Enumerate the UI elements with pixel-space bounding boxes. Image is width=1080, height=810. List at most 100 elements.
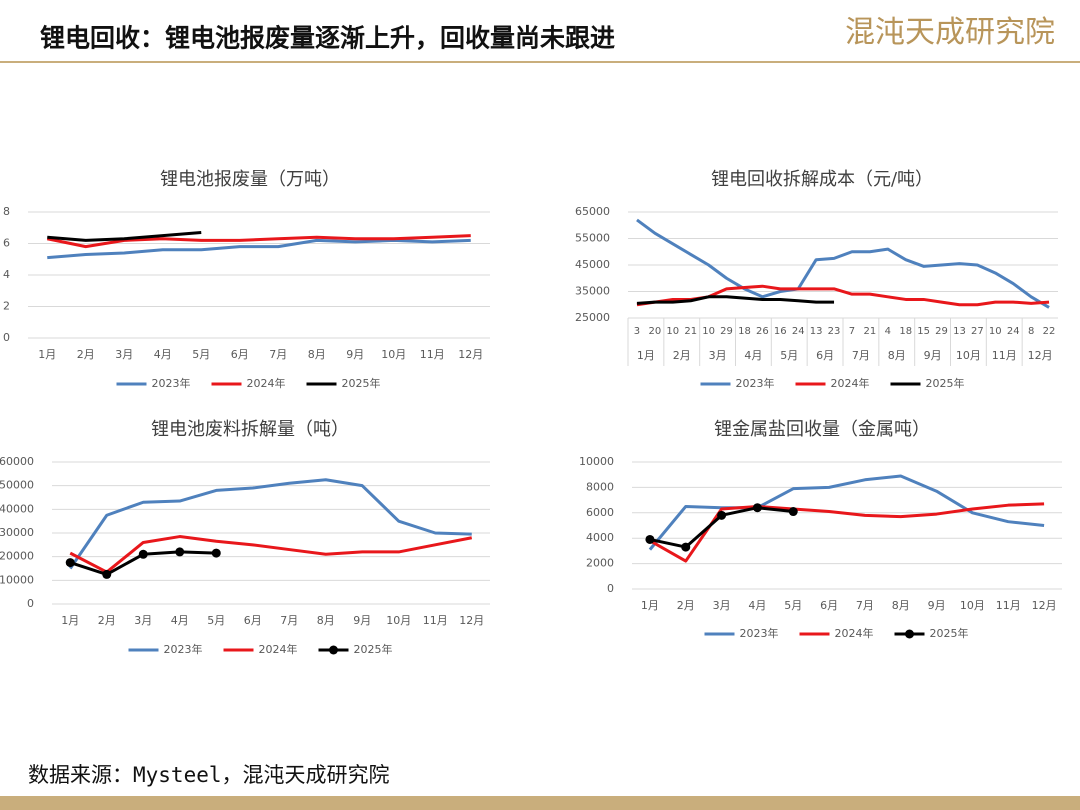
y-tick-label: 4000 <box>586 531 614 544</box>
x-tick-label: 9月 <box>353 614 371 627</box>
x-group-label: 7月 <box>852 349 870 362</box>
x-tick-label: 29 <box>935 326 948 337</box>
y-tick-label: 0 <box>607 582 614 595</box>
x-tick-label: 21 <box>864 326 877 337</box>
chart-title: 锂电池废料拆解量（吨） <box>151 419 349 440</box>
chart-title: 锂金属盐回收量（金属吨） <box>714 419 930 440</box>
x-tick-label: 4月 <box>154 348 172 361</box>
x-tick-label: 26 <box>756 326 769 337</box>
x-tick-label: 21 <box>684 326 697 337</box>
legend-label: 2024年 <box>259 642 298 656</box>
x-tick-label: 12月 <box>458 348 483 361</box>
x-group-label: 11月 <box>992 349 1017 362</box>
x-tick-label: 8月 <box>892 599 910 612</box>
point <box>65 558 75 568</box>
y-tick-label: 60000 <box>0 455 34 468</box>
x-tick-label: 13 <box>953 326 966 337</box>
x-tick-label: 9月 <box>346 348 364 361</box>
x-tick-label: 2月 <box>677 599 695 612</box>
point <box>175 547 185 557</box>
series-line <box>648 474 1045 551</box>
x-group-label: 6月 <box>816 349 834 362</box>
x-tick-label: 1月 <box>641 599 659 612</box>
series-line <box>47 238 471 260</box>
x-group-label: 8月 <box>888 349 906 362</box>
x-tick-label: 18 <box>738 326 751 337</box>
legend-label: 2024年 <box>835 626 874 640</box>
x-tick-label: 13 <box>810 326 823 337</box>
x-tick-label: 2月 <box>77 348 95 361</box>
y-tick-label: 8 <box>3 205 10 218</box>
x-tick-label: 3月 <box>134 614 152 627</box>
y-tick-label: 4 <box>3 268 10 281</box>
x-tick-label: 3月 <box>115 348 133 361</box>
y-tick-label: 35000 <box>575 285 610 298</box>
x-group-label: 12月 <box>1028 349 1053 362</box>
x-tick-label: 2月 <box>98 614 116 627</box>
series-line <box>649 502 1045 563</box>
x-tick-label: 10 <box>989 326 1002 337</box>
x-tick-label: 6月 <box>244 614 262 627</box>
source-note: 数据来源：Mysteel，混沌天成研究院 <box>28 763 390 787</box>
x-tick-label: 22 <box>1043 326 1056 337</box>
y-tick-label: 50000 <box>0 479 34 492</box>
legend-marker <box>329 645 338 655</box>
x-tick-label: 6月 <box>820 599 838 612</box>
legend-label: 2025年 <box>342 376 381 390</box>
x-tick-label: 5月 <box>207 614 225 627</box>
y-tick-label: 25000 <box>575 311 610 324</box>
y-tick-label: 20000 <box>0 550 34 563</box>
point <box>645 534 655 544</box>
x-tick-label: 8月 <box>317 614 335 627</box>
x-group-label: 10月 <box>956 349 981 362</box>
x-tick-label: 11月 <box>420 348 445 361</box>
y-tick-label: 2 <box>3 300 10 313</box>
y-tick-label: 6000 <box>586 506 614 519</box>
x-tick-label: 7月 <box>856 599 874 612</box>
series-line <box>47 230 202 242</box>
x-group-label: 3月 <box>709 349 727 362</box>
x-tick-label: 1月 <box>61 614 79 627</box>
x-group-label: 5月 <box>780 349 798 362</box>
series-line <box>69 535 473 574</box>
y-tick-label: 0 <box>3 331 10 344</box>
x-tick-label: 8月 <box>308 348 326 361</box>
point <box>102 569 112 579</box>
y-tick-label: 55000 <box>575 232 610 245</box>
x-tick-label: 9月 <box>928 599 946 612</box>
x-tick-label: 10月 <box>960 599 985 612</box>
series-line <box>636 218 1050 309</box>
x-group-label: 1月 <box>637 349 655 362</box>
x-tick-label: 27 <box>971 326 984 337</box>
x-tick-label: 24 <box>792 326 805 337</box>
x-group-label: 4月 <box>744 349 762 362</box>
legend-marker <box>905 629 914 639</box>
legend-label: 2023年 <box>740 626 779 640</box>
legend-label: 2024年 <box>247 376 286 390</box>
x-tick-label: 20 <box>649 326 662 337</box>
x-group-label: 9月 <box>924 349 942 362</box>
series-line <box>636 284 1050 307</box>
x-tick-label: 10月 <box>386 614 411 627</box>
legend-label: 2025年 <box>354 642 393 656</box>
y-tick-label: 40000 <box>0 502 34 515</box>
y-tick-label: 0 <box>27 597 34 610</box>
x-tick-label: 10 <box>666 326 679 337</box>
y-tick-label: 65000 <box>575 205 610 218</box>
chart-title: 锂电回收拆解成本（元/吨） <box>711 169 933 190</box>
x-tick-label: 6月 <box>231 348 249 361</box>
x-tick-label: 10月 <box>381 348 406 361</box>
x-tick-label: 15 <box>917 326 930 337</box>
x-tick-label: 23 <box>828 326 841 337</box>
x-tick-label: 12月 <box>459 614 484 627</box>
point <box>752 503 762 513</box>
x-tick-label: 12月 <box>1032 599 1057 612</box>
series-line <box>636 295 835 305</box>
legend-label: 2023年 <box>736 376 775 390</box>
x-tick-label: 3 <box>634 326 640 337</box>
legend-label: 2023年 <box>164 642 203 656</box>
legend-label: 2023年 <box>152 376 191 390</box>
x-tick-label: 5月 <box>784 599 802 612</box>
slide-title: 锂电回收：锂电池报废量逐渐上升，回收量尚未跟进 <box>40 24 615 53</box>
